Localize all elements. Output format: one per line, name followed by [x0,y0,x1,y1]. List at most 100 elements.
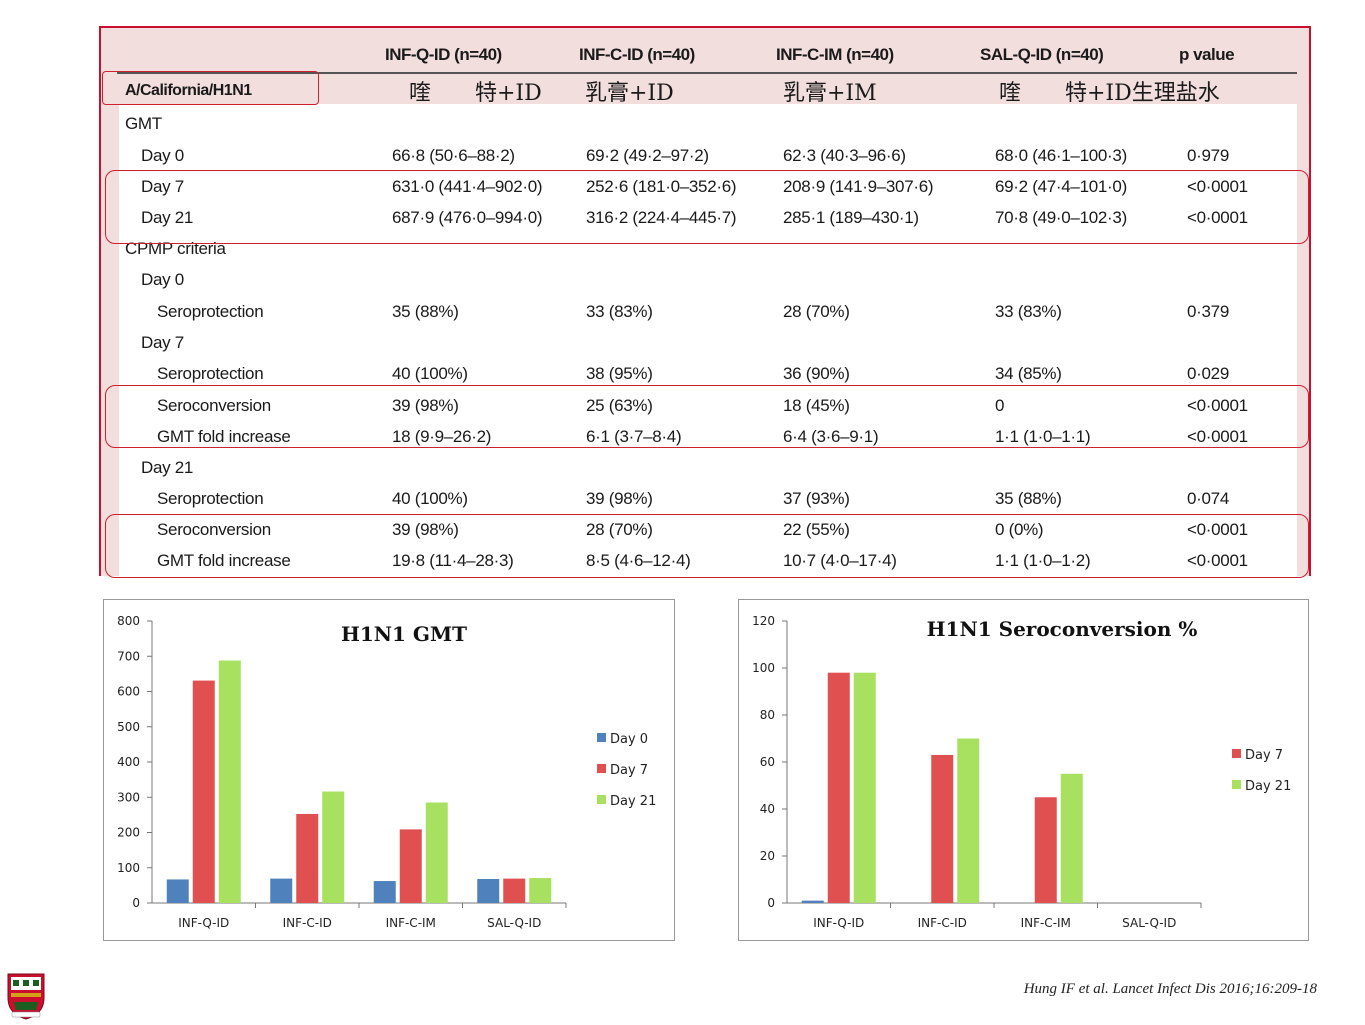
table-cell: 70·8 (49·0–102·3) [995,208,1127,227]
y-tick-label: 40 [760,802,775,816]
row-label: Seroconversion [157,396,271,415]
row-label: GMT fold increase [157,427,291,446]
bar-day-0 [373,881,396,903]
legend-swatch [1232,749,1241,758]
x-tick-label: SAL-Q-ID [1122,916,1176,930]
bar-day-21 [322,791,345,903]
bar-day-0 [166,879,189,903]
chart-plot: 0 100 200 300 400 500 600 700 800 INF-Q-ID INF-C-I… [117,614,567,930]
table-cell: 6·4 (3·6–9·1) [783,427,879,446]
col-header-inf-q-id: INF-Q-ID (n=40) [385,45,502,64]
table-cell: 1·1 (1·0–1·2) [995,551,1091,570]
bar-day-7 [296,813,319,903]
col-header-p-value: p value [1179,45,1235,64]
legend-swatch [1232,780,1241,789]
y-tick-label: 400 [117,755,140,769]
table-cell: 34 (85%) [995,364,1062,383]
table-cell: 69·2 (49·2–97·2) [586,146,709,165]
table-cell: 35 (88%) [392,302,459,321]
row-label: Seroconversion [157,520,271,539]
legend-swatch [597,733,606,742]
table-cell: <0·0001 [1187,551,1248,570]
table-cell: 0·074 [1187,489,1229,508]
table-cell: 39 (98%) [392,396,459,415]
bar-day-7 [399,829,422,903]
legend-label: Day 7 [1245,748,1283,763]
row-label: GMT [125,114,162,133]
chinese-label-1: 喹 特+ID [409,81,542,106]
y-tick-label: 20 [760,849,775,863]
citation: Hung IF et al. Lancet Infect Dis 2016;16… [1023,981,1317,997]
strain-label: A/California/H1N1 [125,82,252,99]
table-cell: 18 (9·9–26·2) [392,427,492,446]
col-header-sal-q-id: SAL-Q-ID (n=40) [980,45,1104,64]
bar-day-7 [1034,797,1057,903]
col-header-inf-c-im: INF-C-IM (n=40) [776,45,894,64]
row-label: Day 0 [141,270,184,289]
seroconversion-chart: 0 20 40 60 80 100 120 INF-Q-ID INF-C-ID INF-C-IM S… [752,614,1291,930]
gmt-chart-panel: 0 100 200 300 400 500 600 700 800 INF-Q-ID INF-C-I… [103,599,675,941]
table-cell: 28 (70%) [783,302,850,321]
table-cell: 19·8 (11·4–28·3) [392,551,514,570]
bar-day-21 [529,878,552,903]
table-cell: 25 (63%) [586,396,653,415]
row-label: GMT fold increase [157,551,291,570]
bar-day-0 [270,878,293,903]
row-label: Day 0 [141,146,184,165]
table-cell: 62·3 (40·3–96·6) [783,146,906,165]
row-label: Day 21 [141,208,194,227]
y-tick-label: 300 [117,790,140,804]
bar-day-21 [853,672,876,903]
university-crest-logo [6,972,46,1025]
x-tick-label: INF-C-ID [918,916,967,930]
table-cell: 631·0 (441·4–902·0) [392,177,543,196]
bar-day-7 [931,754,954,903]
table-cell: 37 (93%) [783,489,850,508]
legend-label: Day 21 [1245,779,1291,794]
y-tick-label: 600 [117,685,140,699]
table-cell: 35 (88%) [995,489,1062,508]
table-cell: 6·1 (3·7–8·4) [586,427,682,446]
row-label: Seroprotection [157,364,264,383]
table-cell: 69·2 (47·4–101·0) [995,177,1127,196]
chinese-label-3: 乳膏+IM [783,81,877,106]
table-cell: 33 (83%) [995,302,1062,321]
table-cell: 8·5 (4·6–12·4) [586,551,691,570]
chart-title: H1N1 Seroconversion % [927,617,1198,641]
y-tick-label: 200 [117,826,140,840]
table-cell: 28 (70%) [586,520,653,539]
row-label: Day 21 [141,458,194,477]
table-cell: 22 (55%) [783,520,850,539]
chart-title: H1N1 GMT [341,622,467,646]
table-cell: <0·0001 [1187,427,1248,446]
bar-day-21 [957,738,980,903]
bar-day-7 [192,680,215,903]
table-cell: 68·0 (46·1–100·3) [995,146,1127,165]
x-tick-label: INF-C-IM [1021,916,1071,930]
table-cell: <0·0001 [1187,520,1248,539]
table-cell: 1·1 (1·0–1·1) [995,427,1091,446]
y-tick-label: 100 [752,661,775,675]
header-rule [117,72,1297,74]
table-cell: <0·0001 [1187,177,1248,196]
table-cell: 66·8 (50·6–88·2) [392,146,515,165]
chinese-label-4: 喹 特+ID生理盐水 [999,81,1220,106]
legend-swatch [597,795,606,804]
y-tick-label: 80 [760,708,775,722]
table-cell: 39 (98%) [392,520,459,539]
y-tick-label: 120 [752,614,775,628]
bar-day-7 [827,672,850,903]
table-cell: 33 (83%) [586,302,653,321]
table-cell: 208·9 (141·9–307·6) [783,177,934,196]
chart-plot: 0 20 40 60 80 100 120 INF-Q-ID INF-C-ID INF-C-IM S… [752,614,1202,930]
legend-swatch [597,764,606,773]
table-cell: 0 [995,396,1005,415]
table-cell: 10·7 (4·0–17·4) [783,551,897,570]
bar-day-0 [477,879,500,903]
x-tick-label: INF-Q-ID [813,916,864,930]
table-cell: 40 (100%) [392,364,468,383]
legend-label: Day 21 [610,794,656,809]
bar-day-7 [503,878,526,903]
y-tick-label: 700 [117,649,140,663]
x-tick-label: INF-Q-ID [178,916,229,930]
